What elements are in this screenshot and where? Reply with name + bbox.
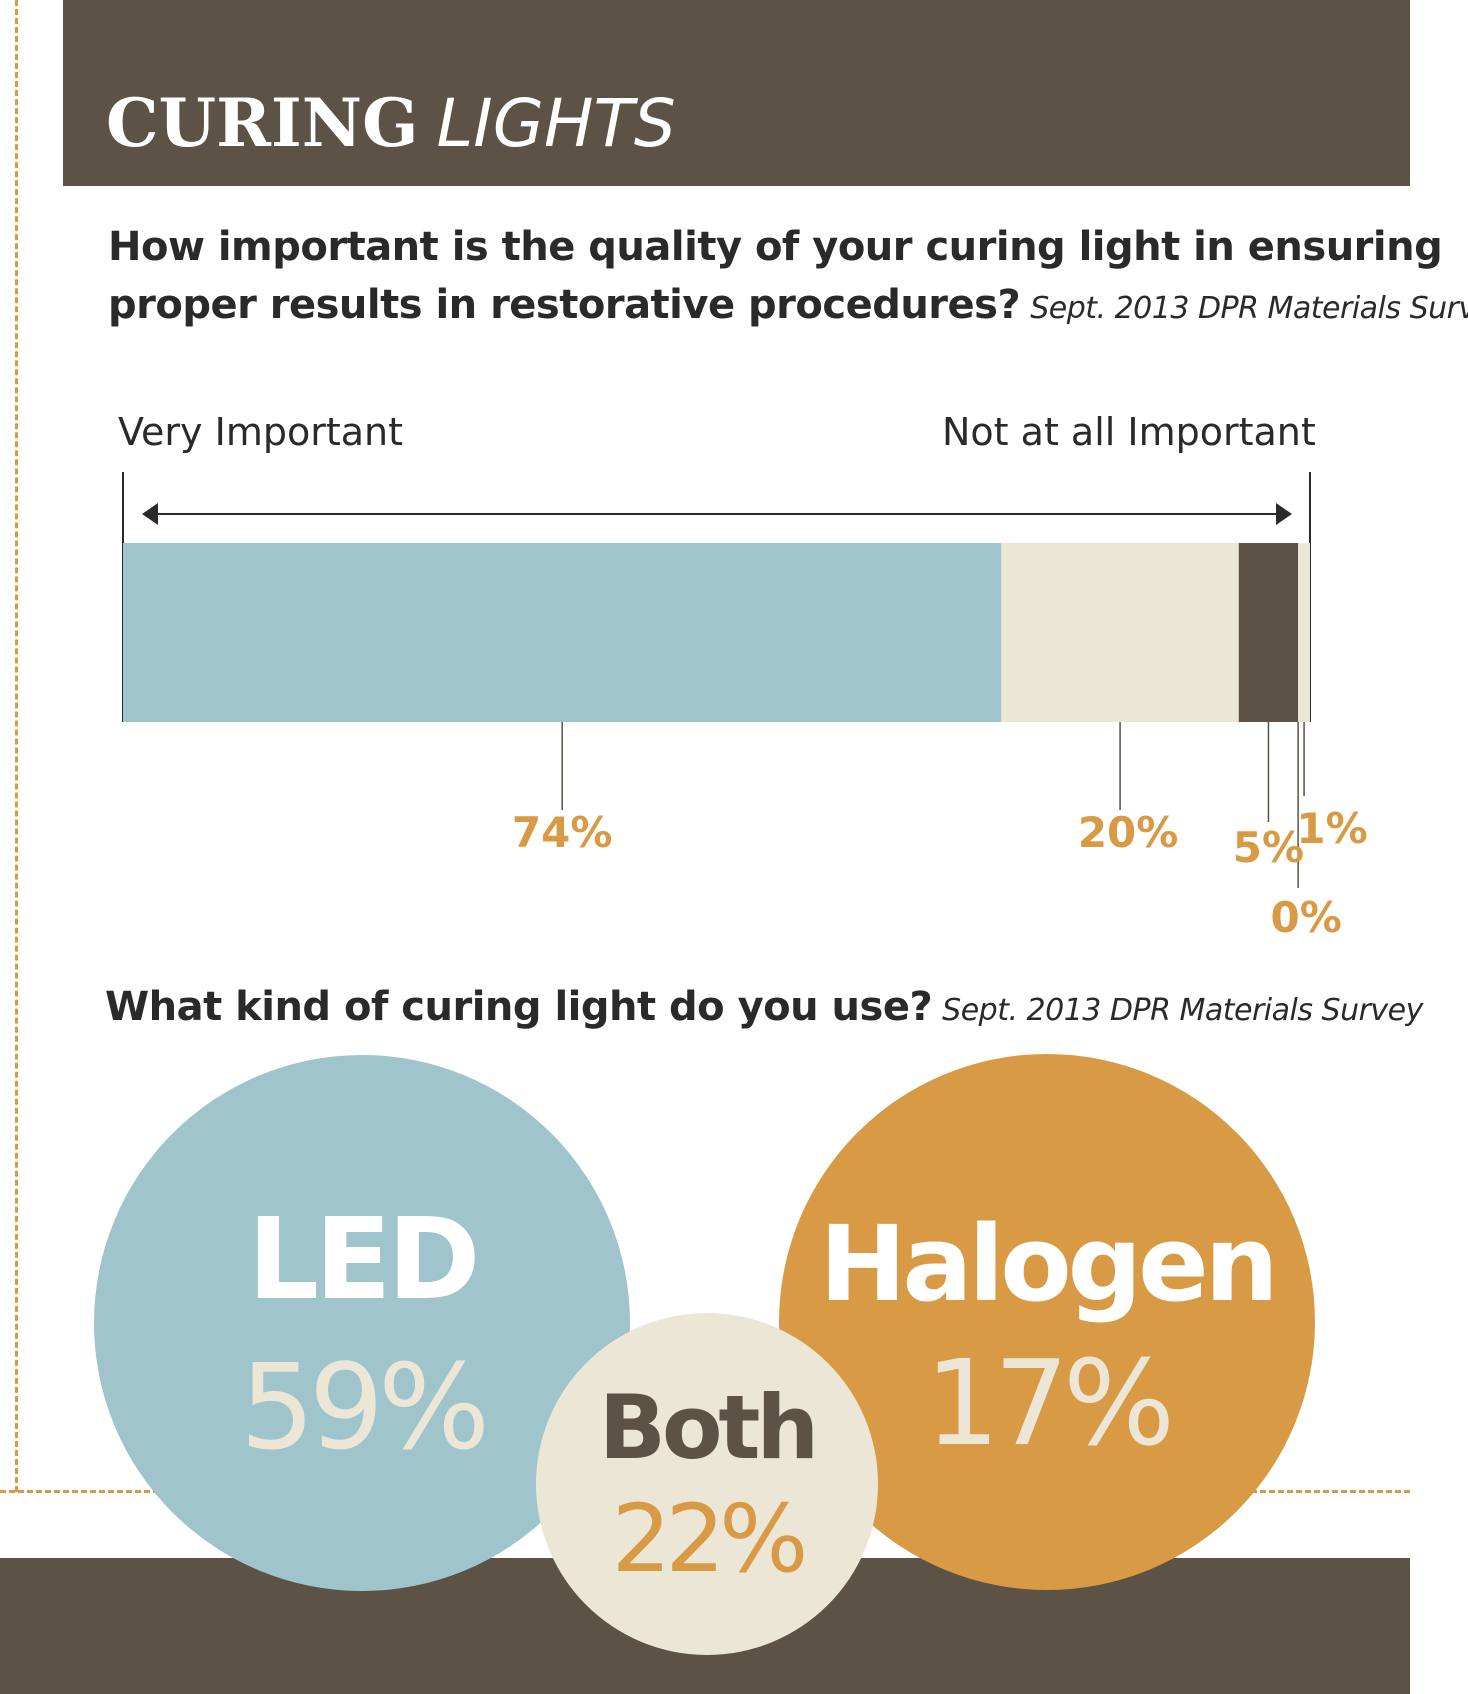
bar-segment-4: [1298, 543, 1310, 722]
bar-leaders: [561, 722, 1305, 888]
bar-segments: [123, 543, 1310, 722]
bubble-circle-led: [94, 1055, 630, 1591]
bar-value-label-3: 0%: [1270, 893, 1341, 942]
bar-value-label-4: 1%: [1296, 804, 1367, 853]
survey2-question-wrap: What kind of curing light do you use? Sep…: [105, 978, 1423, 1040]
survey1-question: How important is the quality of your cur…: [108, 218, 1468, 338]
survey1-question-line1: How important is the quality of your cur…: [108, 224, 1443, 270]
survey2-source: Sept. 2013 DPR Materials Survey: [942, 993, 1423, 1028]
bubble-name-led: LED: [248, 1195, 477, 1325]
survey1-question-line2: proper results in restorative procedures…: [108, 282, 1021, 328]
bar-segment-0: [123, 543, 1002, 722]
bubble-circle-both: [536, 1313, 878, 1655]
bubble-value-both: 22%: [612, 1485, 805, 1594]
survey1-question-line2-wrap: proper results in restorative procedures…: [108, 276, 1468, 338]
bar-value-label-0: 74%: [512, 808, 613, 857]
bar-labels: 74% 20% 5% 0% 1%: [512, 804, 1368, 942]
bar-segment-1: [1001, 543, 1239, 722]
dashed-border-left: [15, 0, 18, 1492]
bar-value-label-2: 5%: [1233, 823, 1304, 872]
bar-segment-2: [1238, 543, 1299, 722]
title-bold: CURING: [106, 84, 419, 162]
arrow-right-icon: [1276, 503, 1292, 525]
bubble-value-led: 59%: [240, 1338, 484, 1476]
page-title: CURING LIGHTS: [106, 88, 676, 159]
header-band: [63, 0, 1410, 186]
scale-label-right: Not at all Important: [942, 410, 1316, 454]
importance-bar-chart: 74% 20% 5% 0% 1%: [122, 472, 1368, 942]
bar-value-label-1: 20%: [1078, 808, 1179, 857]
survey2-question: What kind of curing light do you use?: [105, 984, 933, 1030]
arrow-left-icon: [142, 503, 158, 525]
bubble-name-halogen: Halogen: [819, 1203, 1274, 1325]
bubble-value-halogen: 17%: [925, 1334, 1169, 1472]
bubble-circle-halogen: [779, 1054, 1315, 1590]
survey1-source: Sept. 2013 DPR Materials Survey: [1030, 291, 1468, 326]
title-light: LIGHTS: [436, 85, 676, 162]
bubble-name-both: Both: [599, 1376, 815, 1479]
scale-label-left: Very Important: [118, 410, 403, 454]
